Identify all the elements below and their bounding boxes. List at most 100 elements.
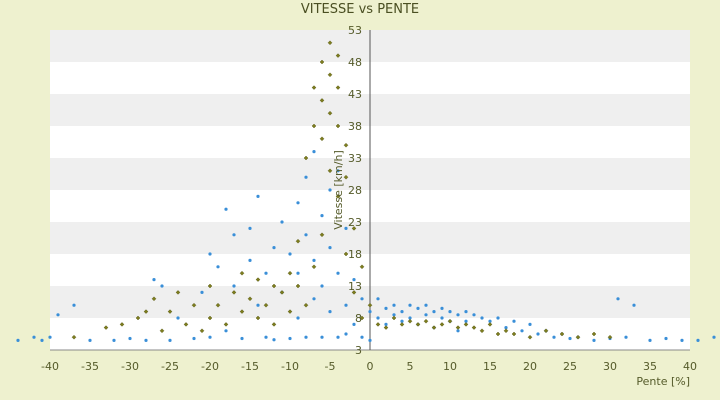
data-point <box>232 233 236 237</box>
data-point <box>536 332 540 336</box>
data-point <box>304 175 308 179</box>
data-point <box>303 302 309 308</box>
data-point <box>568 336 572 341</box>
data-point <box>368 310 372 314</box>
data-point <box>520 329 524 333</box>
data-point <box>344 332 348 336</box>
data-point <box>296 316 300 320</box>
y-tick-label: 38 <box>348 120 362 133</box>
data-point <box>664 336 668 341</box>
x-tick-label: 20 <box>523 360 537 373</box>
data-point <box>72 303 76 307</box>
y-tick-label: 33 <box>348 152 362 165</box>
data-point <box>575 334 581 340</box>
data-point <box>407 318 413 324</box>
data-point <box>216 265 220 269</box>
data-point <box>392 313 396 317</box>
y-tick-label: 53 <box>348 24 362 37</box>
data-point <box>440 316 444 320</box>
x-tick-label: -5 <box>325 360 336 373</box>
y-tick-label: 8 <box>355 312 362 325</box>
data-point <box>176 316 180 320</box>
data-point <box>56 313 60 317</box>
data-point <box>119 322 125 327</box>
data-point <box>343 251 349 257</box>
data-point <box>432 310 436 314</box>
y-tick-label: 23 <box>348 216 362 229</box>
data-point <box>384 322 388 326</box>
data-point <box>239 309 245 314</box>
data-point <box>495 331 501 337</box>
data-point <box>215 302 221 308</box>
data-point <box>343 174 349 180</box>
data-point <box>311 123 317 129</box>
data-point <box>327 40 333 46</box>
data-point <box>384 306 388 310</box>
data-point <box>288 252 292 256</box>
data-point <box>408 316 412 320</box>
data-point <box>448 310 452 314</box>
data-point <box>135 315 141 321</box>
data-point <box>112 338 116 342</box>
data-point <box>648 338 652 342</box>
data-point <box>336 169 340 173</box>
data-point <box>263 302 269 308</box>
data-point <box>391 315 397 321</box>
data-point <box>256 194 260 198</box>
data-point <box>272 338 276 342</box>
data-point <box>303 155 309 161</box>
data-point <box>296 271 300 275</box>
data-point <box>464 319 468 323</box>
y-tick-label: 28 <box>348 184 362 197</box>
data-point <box>248 226 252 230</box>
data-point <box>320 284 324 288</box>
data-point <box>159 328 165 334</box>
data-point <box>287 270 293 276</box>
data-point <box>360 297 364 301</box>
x-tick-label: -20 <box>201 360 219 373</box>
data-point <box>624 335 628 339</box>
data-point <box>168 338 172 342</box>
data-point <box>239 270 245 276</box>
axes <box>50 30 690 351</box>
data-point <box>400 310 404 314</box>
data-point <box>151 296 157 302</box>
x-tick-label: 30 <box>603 360 617 373</box>
x-tick-label: -15 <box>241 360 259 373</box>
data-point <box>224 329 228 333</box>
data-point <box>351 290 357 295</box>
data-point <box>320 335 324 339</box>
x-tick-label: 25 <box>563 360 577 373</box>
data-point <box>552 335 556 339</box>
data-point <box>208 252 212 256</box>
data-point <box>256 303 260 307</box>
data-point <box>296 201 300 205</box>
data-point <box>335 53 341 58</box>
data-point <box>208 335 212 339</box>
data-point <box>344 303 348 307</box>
data-point <box>368 338 372 342</box>
data-point <box>559 331 565 337</box>
data-point <box>472 313 476 317</box>
data-point <box>471 325 477 330</box>
x-tick-label: 40 <box>683 360 697 373</box>
data-point <box>319 232 325 238</box>
data-point <box>376 297 380 301</box>
tick-labels: -40 -35 -30 -25 -20 -15 -10 -5 0 5 10 15 20 25 30 35 40 3… <box>41 24 697 373</box>
data-point <box>424 313 428 317</box>
data-point <box>360 335 364 339</box>
data-point <box>543 328 549 334</box>
y-tick-label: 3 <box>355 344 362 357</box>
data-point <box>272 246 276 250</box>
data-point <box>312 150 316 154</box>
data-point <box>680 338 684 342</box>
data-point <box>279 290 285 295</box>
x-tick-label: -35 <box>81 360 99 373</box>
data-point <box>335 194 341 199</box>
data-point <box>88 338 92 342</box>
data-point <box>247 296 253 302</box>
data-point <box>528 322 532 326</box>
data-point <box>632 303 636 307</box>
data-point <box>335 85 341 90</box>
data-point <box>71 334 77 340</box>
